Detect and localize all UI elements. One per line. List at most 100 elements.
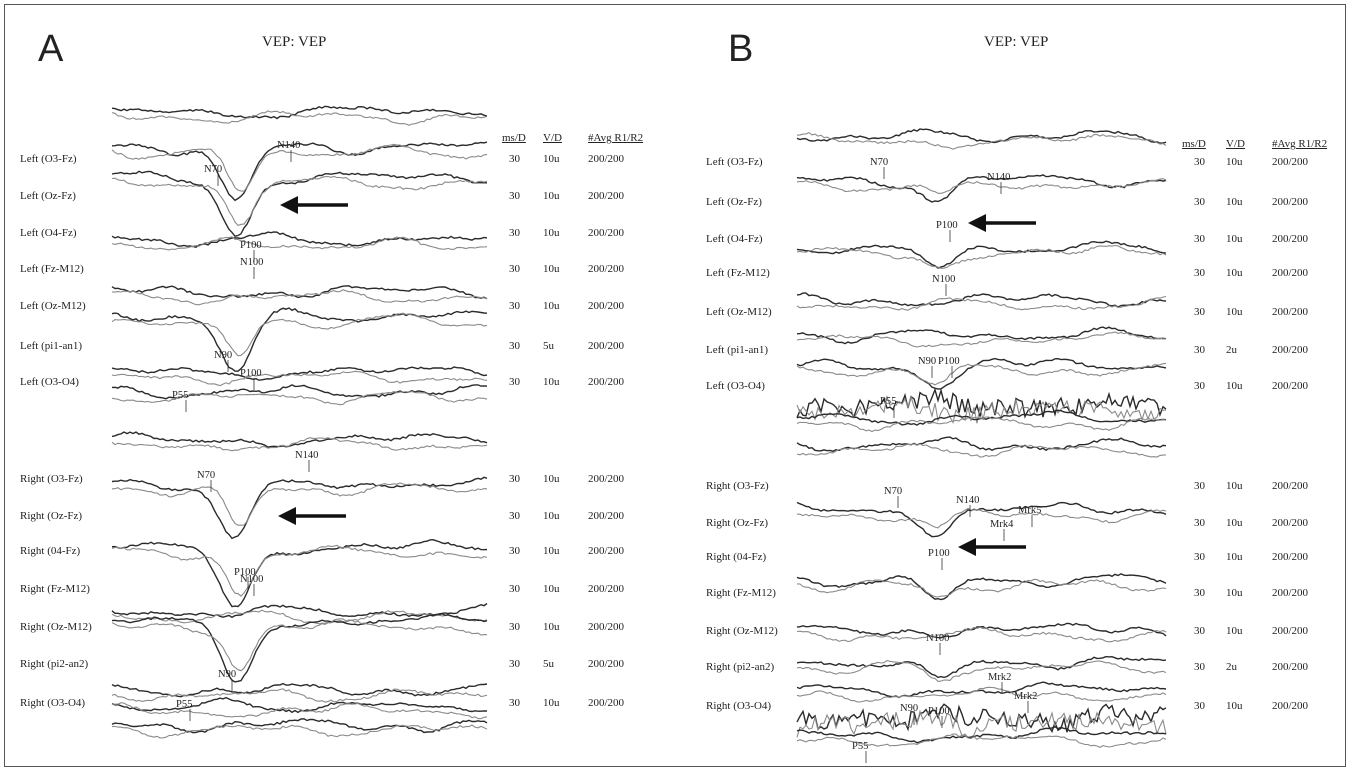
vep-trace xyxy=(111,307,488,372)
vep-trace xyxy=(111,718,488,734)
avg-count-value: 200/200 xyxy=(588,376,625,388)
volts-per-div-value: 10u xyxy=(543,300,560,312)
peak-marker-label: P55 xyxy=(176,699,192,710)
vep-trace xyxy=(111,384,488,400)
vep-trace xyxy=(796,240,1167,269)
channel-label: Left (Oz-M12) xyxy=(20,300,86,312)
vep-trace xyxy=(796,681,1167,699)
avg-count-value: 200/200 xyxy=(1272,380,1309,392)
avg-count-value: 200/200 xyxy=(1272,517,1309,529)
channel-label: Right (Oz-Fz) xyxy=(706,517,769,529)
vep-trace xyxy=(111,141,488,202)
channel-label: Right (O3-O4) xyxy=(706,700,772,712)
peak-marker-label: P100 xyxy=(928,706,950,717)
panel-title: VEP: VEP xyxy=(984,34,1049,50)
vep-trace xyxy=(796,174,1167,203)
volts-per-div-value: 10u xyxy=(543,263,560,275)
col-header-avg: #Avg R1/R2 xyxy=(1272,138,1328,150)
vep-trace xyxy=(796,362,1167,386)
peak-marker-label: N100 xyxy=(240,257,263,268)
volts-per-div-value: 10u xyxy=(543,473,560,485)
col-header-ms: ms/D xyxy=(502,132,526,144)
volts-per-div-value: 10u xyxy=(543,621,560,633)
traces-svg: N70N140P100N100N90P100P55N70N140P100N100… xyxy=(111,105,488,739)
vep-trace xyxy=(796,416,1167,433)
peak-marker-label: P100 xyxy=(928,548,950,559)
channel-label: Right (Oz-Fz) xyxy=(20,510,83,522)
vep-trace xyxy=(111,236,488,251)
vep-trace xyxy=(111,105,488,120)
volts-per-div-value: 2u xyxy=(1226,661,1237,673)
vep-trace xyxy=(796,128,1167,144)
volts-per-div-value: 10u xyxy=(543,190,560,202)
volts-per-div-value: 10u xyxy=(1226,587,1243,599)
vep-trace xyxy=(796,686,1167,703)
panel-letter: B xyxy=(728,28,754,70)
channel-label: Right (Oz-M12) xyxy=(706,625,778,637)
vep-trace xyxy=(796,703,1167,734)
channel-label: Right (pi2-an2) xyxy=(20,658,89,670)
vep-trace xyxy=(111,538,488,608)
ms-per-div-value: 30 xyxy=(509,510,520,522)
vep-trace xyxy=(796,733,1167,749)
vep-trace xyxy=(796,357,1167,390)
avg-count-value: 200/200 xyxy=(588,697,625,709)
vep-trace xyxy=(796,578,1167,598)
channel-label: Left (O4-Fz) xyxy=(706,233,763,245)
ms-per-div-value: 30 xyxy=(1194,267,1205,279)
channel-label: Right (04-Fz) xyxy=(20,545,81,557)
peak-marker-label: N100 xyxy=(932,274,955,285)
peak-marker-label: N70 xyxy=(884,486,902,497)
ms-per-div-value: 30 xyxy=(509,190,520,202)
avg-count-value: 200/200 xyxy=(588,621,625,633)
panel-a: A VEP: VEP ms/D V/D #Avg R1/R2 Left (O3-… xyxy=(20,28,643,739)
vep-trace xyxy=(796,394,1166,425)
channel-label: Left (Oz-M12) xyxy=(706,306,772,318)
channel-label: Left (O3-O4) xyxy=(20,376,79,388)
volts-per-div-value: 10u xyxy=(543,153,560,165)
volts-per-div-value: 10u xyxy=(543,583,560,595)
channel-label: Right (O3-Fz) xyxy=(20,473,83,485)
avg-count-value: 200/200 xyxy=(1272,480,1309,492)
ms-per-div-value: 30 xyxy=(1194,344,1205,356)
ms-per-div-value: 30 xyxy=(1194,661,1205,673)
avg-count-value: 200/200 xyxy=(588,227,625,239)
ms-per-div-value: 30 xyxy=(509,545,520,557)
peak-marker-label: Mrk2 xyxy=(1014,691,1037,702)
arrow-left-icon xyxy=(968,214,1036,232)
ms-per-div-value: 30 xyxy=(509,300,520,312)
ms-per-div-value: 30 xyxy=(1194,625,1205,637)
peak-marker-label: N140 xyxy=(956,495,979,506)
avg-count-value: 200/200 xyxy=(588,153,625,165)
vep-trace xyxy=(796,331,1167,348)
volts-per-div-value: 2u xyxy=(1226,344,1237,356)
vep-trace xyxy=(111,618,488,672)
avg-count-value: 200/200 xyxy=(1272,344,1309,356)
avg-count-value: 200/200 xyxy=(588,263,625,275)
peak-marker-label: N90 xyxy=(214,350,232,361)
vep-trace xyxy=(796,326,1167,345)
channel-label: Left (Oz-Fz) xyxy=(20,190,76,202)
ms-per-div-value: 30 xyxy=(1194,517,1205,529)
channel-label: Left (Fz-M12) xyxy=(706,267,770,279)
avg-count-value: 200/200 xyxy=(1272,156,1309,168)
vep-trace xyxy=(796,387,1167,419)
channel-label: Right (pi2-an2) xyxy=(706,661,775,673)
vep-trace xyxy=(796,131,1167,150)
col-header-ms: ms/D xyxy=(1182,138,1206,150)
avg-count-value: 200/200 xyxy=(588,473,625,485)
ms-per-div-value: 30 xyxy=(509,658,520,670)
vep-trace xyxy=(796,726,1167,744)
peak-marker-label: Mrk2 xyxy=(988,672,1011,683)
volts-per-div-value: 10u xyxy=(1226,625,1243,637)
volts-per-div-value: 5u xyxy=(543,658,554,670)
vep-trace xyxy=(796,178,1167,194)
peak-marker-label: N140 xyxy=(277,140,300,151)
ms-per-div-value: 30 xyxy=(1194,196,1205,208)
channel-label: Right (Oz-M12) xyxy=(20,621,92,633)
arrow-left-icon xyxy=(278,507,346,525)
ms-per-div-value: 30 xyxy=(509,473,520,485)
peak-marker-label: N140 xyxy=(295,450,318,461)
vep-trace xyxy=(796,626,1167,643)
arrow-left-icon xyxy=(958,538,1026,556)
